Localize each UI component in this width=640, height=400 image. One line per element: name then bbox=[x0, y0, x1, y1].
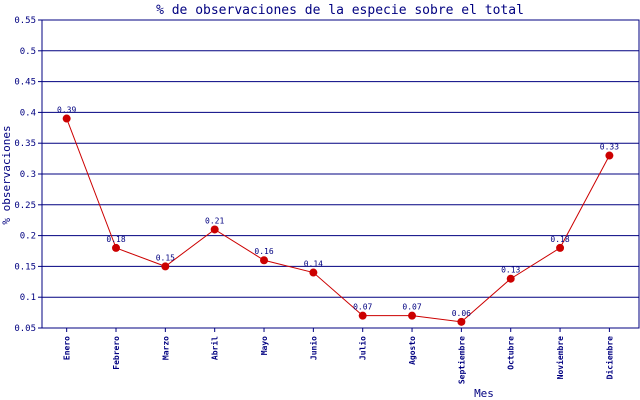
y-tick-label: 0.5 bbox=[20, 47, 36, 57]
x-tick-label: Abril bbox=[210, 336, 220, 360]
data-point bbox=[309, 268, 318, 277]
y-tick-label: 0.55 bbox=[14, 16, 36, 26]
data-point bbox=[556, 243, 565, 252]
x-tick-labels: Enero Febrero Marzo Abril Mayo Junio Julio Agos… bbox=[63, 336, 615, 384]
data-label: 0.13 bbox=[501, 266, 520, 275]
data-label: 0.06 bbox=[452, 309, 471, 318]
x-tick-label: Mayo bbox=[260, 336, 269, 355]
data-label: 0.07 bbox=[402, 303, 421, 312]
data-point bbox=[408, 311, 417, 320]
y-tick-label: 0.25 bbox=[14, 201, 36, 211]
y-tick-label: 0.1 bbox=[20, 293, 36, 303]
data-label: 0.39 bbox=[57, 106, 76, 115]
data-point bbox=[210, 225, 219, 234]
series bbox=[62, 114, 614, 326]
x-tick-label: Septiembre bbox=[456, 336, 466, 384]
data-label: 0.14 bbox=[304, 260, 323, 269]
data-point bbox=[358, 311, 367, 320]
chart-title: % de observaciones de la especie sobre e… bbox=[156, 3, 524, 18]
data-point bbox=[506, 274, 515, 283]
data-label: 0.18 bbox=[106, 235, 125, 244]
x-tick-label: Noviembre bbox=[555, 336, 565, 380]
data-label: 0.16 bbox=[254, 247, 273, 256]
data-label: 0.18 bbox=[550, 235, 569, 244]
data-point bbox=[605, 151, 614, 160]
data-label: 0.33 bbox=[600, 143, 619, 152]
y-tick-label: 0.45 bbox=[14, 78, 36, 88]
data-point bbox=[260, 256, 269, 265]
y-axis-label: % observaciones bbox=[0, 125, 13, 224]
x-tick-label: Octubre bbox=[507, 336, 516, 370]
data-label: 0.15 bbox=[156, 253, 175, 262]
y-tick-label: 0.2 bbox=[20, 232, 36, 242]
x-axis-label: Mes bbox=[474, 387, 494, 400]
x-tick-label: Junio bbox=[308, 336, 318, 360]
x-tick-label: Enero bbox=[63, 336, 72, 360]
x-tick-label: Julio bbox=[358, 336, 368, 360]
y-tick-label: 0.4 bbox=[20, 108, 36, 118]
series-line bbox=[66, 118, 610, 323]
axes bbox=[38, 19, 640, 332]
data-point bbox=[62, 114, 71, 123]
y-tick-label: 0.05 bbox=[14, 324, 36, 334]
data-point bbox=[161, 262, 170, 271]
plot-frame bbox=[41, 19, 640, 329]
x-tick-label: Diciembre bbox=[604, 336, 614, 380]
y-tick-labels: 0.05 0.1 0.15 0.2 0.25 0.3 0.35 0.4 0.45 0.5 0.55 bbox=[14, 16, 36, 334]
data-label: 0.21 bbox=[205, 216, 224, 225]
x-tick-label: Marzo bbox=[161, 336, 170, 360]
x-tick-label: Febrero bbox=[112, 336, 121, 370]
gridlines bbox=[42, 19, 639, 329]
data-label: 0.07 bbox=[353, 303, 372, 312]
y-tick-label: 0.15 bbox=[14, 262, 36, 272]
x-tick-label: Agosto bbox=[408, 336, 417, 365]
data-point bbox=[112, 243, 121, 252]
y-tick-label: 0.35 bbox=[14, 139, 36, 149]
y-tick-label: 0.3 bbox=[20, 170, 36, 180]
data-point bbox=[457, 317, 466, 326]
data-labels: 0.39 0.18 0.15 0.21 0.16 0.14 0.07 0.07 0.06 0.13… bbox=[57, 106, 619, 318]
